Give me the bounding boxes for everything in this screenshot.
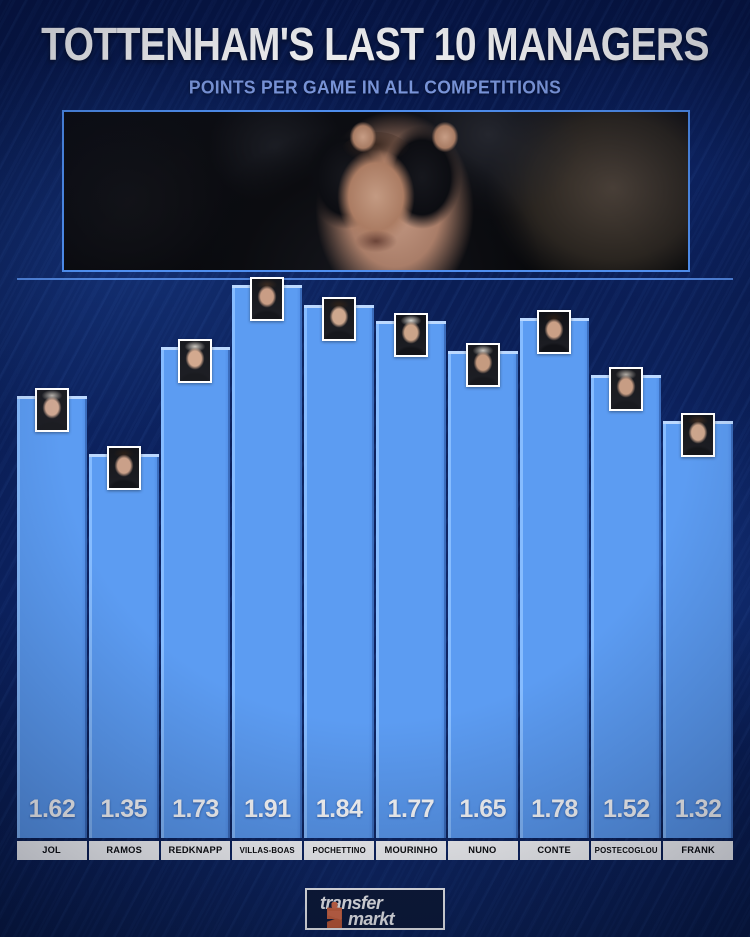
value-label: 1.32: [674, 795, 722, 823]
portrait-face: [180, 340, 211, 381]
value-cell-pochettino: 1.84: [304, 781, 374, 838]
name-cell-ramos: RAMOS: [88, 841, 159, 860]
value-cell-ramos: 1.35: [88, 781, 159, 838]
value-cell-villas-boas: 1.91: [232, 781, 303, 838]
bar-frank: [663, 420, 733, 838]
portrait-face: [108, 448, 139, 489]
bar-column-conte: [519, 278, 590, 838]
name-cell-nuno: NUNO: [447, 841, 518, 860]
name-band: JOL RAMOS REDKNAPP VILLAS-BOAS POCHETTINO MOU…: [17, 841, 733, 860]
bar-chart: [17, 276, 733, 838]
name-cell-redknapp: REDKNAPP: [160, 841, 231, 860]
mourinho-portrait: [393, 312, 428, 357]
manager-name-label: MOURINHO: [384, 845, 438, 856]
value-label: 1.62: [28, 795, 76, 823]
name-cell-postecoglou: POSTECOGLOU: [591, 841, 662, 860]
portrait-face: [395, 314, 426, 355]
jol-portrait: [34, 387, 69, 432]
page-title: TOTTENHAM'S LAST 10 MANAGERS: [41, 19, 709, 71]
bar-mourinho: [375, 320, 446, 838]
portrait-face: [36, 389, 67, 430]
value-label: 1.84: [315, 795, 363, 823]
value-label: 1.91: [243, 795, 291, 823]
logo-text-markt: markt: [348, 909, 395, 929]
value-cell-mourinho: 1.77: [375, 781, 446, 838]
hero-photo: [62, 110, 690, 272]
frank-portrait: [681, 412, 716, 457]
manager-name-label: NUNO: [468, 845, 497, 856]
header: TOTTENHAM'S LAST 10 MANAGERS POINTS PER …: [0, 0, 750, 108]
value-label: 1.65: [459, 795, 507, 823]
conte-portrait: [537, 310, 572, 355]
hero-hand-right: [430, 120, 460, 154]
hero-hand-left: [348, 120, 378, 154]
value-cell-redknapp: 1.73: [160, 781, 231, 838]
nuno-portrait: [465, 342, 500, 387]
value-label: 1.77: [387, 795, 435, 823]
value-cell-conte: 1.78: [519, 781, 590, 838]
value-cell-postecoglou: 1.52: [591, 781, 662, 838]
name-cell-mourinho: MOURINHO: [375, 841, 446, 860]
bar-column-jol: [17, 278, 87, 838]
manager-name-label: VILLAS-BOAS: [239, 846, 295, 855]
value-label: 1.73: [172, 795, 219, 823]
bar-column-ramos: [88, 278, 159, 838]
manager-name-label: RAMOS: [105, 845, 142, 856]
bar-column-villas-boas: [232, 276, 303, 838]
transfermarkt-logo: transfer markt: [305, 888, 445, 930]
manager-name-label: CONTE: [537, 845, 572, 856]
portrait-face: [252, 278, 283, 319]
logo-player-figure-icon: [327, 902, 342, 928]
manager-name-label: REDKNAPP: [168, 845, 223, 856]
pochettino-portrait: [322, 296, 357, 341]
value-cell-jol: 1.62: [17, 781, 87, 838]
bar-column-nuno: [447, 278, 518, 838]
bar-group: [17, 276, 733, 838]
bar-villas-boas: [232, 284, 303, 838]
bar-pochettino: [304, 304, 374, 838]
page-subtitle: POINTS PER GAME IN ALL COMPETITIONS: [188, 76, 562, 98]
name-cell-conte: CONTE: [519, 841, 590, 860]
value-cell-nuno: 1.65: [447, 781, 518, 838]
name-cell-jol: JOL: [17, 841, 87, 860]
value-label: 1.52: [602, 795, 650, 823]
redknapp-portrait: [178, 338, 213, 383]
portrait-face: [539, 312, 570, 353]
bar-postecoglou: [591, 375, 662, 838]
manager-name-label: JOL: [42, 845, 62, 856]
value-band: 1.62 1.35 1.73 1.91 1.84 1.77 1.65 1.78 1.52 1.32: [17, 781, 733, 838]
manager-name-label: POCHETTINO: [312, 846, 366, 855]
bar-column-redknapp: [160, 278, 231, 838]
portrait-face: [683, 414, 714, 455]
bar-column-mourinho: [375, 278, 446, 838]
value-label: 1.35: [100, 795, 148, 823]
hero-face: [324, 132, 428, 256]
bar-column-postecoglou: [591, 278, 662, 838]
value-cell-frank: 1.32: [663, 781, 733, 838]
name-cell-pochettino: POCHETTINO: [304, 841, 374, 860]
bar-conte: [519, 318, 590, 838]
manager-name-label: POSTECOGLOU: [594, 846, 658, 855]
value-label: 1.78: [531, 795, 578, 823]
name-cell-villas-boas: VILLAS-BOAS: [232, 841, 303, 860]
bar-nuno: [447, 350, 518, 838]
ramos-portrait: [106, 446, 141, 491]
manager-name-label: FRANK: [681, 845, 715, 856]
name-cell-frank: FRANK: [663, 841, 733, 860]
postecoglou-portrait: [609, 367, 644, 412]
portrait-face: [324, 298, 355, 339]
bar-redknapp: [160, 346, 231, 838]
bar-jol: [17, 395, 87, 838]
bar-column-frank: [663, 278, 733, 838]
portrait-face: [467, 344, 498, 385]
villas-boas-portrait: [250, 276, 285, 321]
bar-column-pochettino: [304, 278, 374, 838]
portrait-face: [611, 369, 642, 410]
